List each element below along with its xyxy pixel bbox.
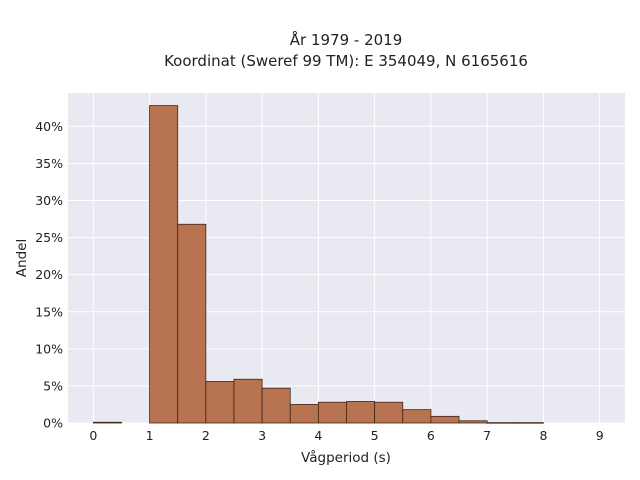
- x-tick-label-8: 8: [539, 428, 547, 443]
- y-tick-label-0: 0%: [43, 416, 63, 431]
- histogram-bar-0: [92, 421, 122, 424]
- x-tick-label-5: 5: [371, 428, 379, 443]
- y-tick-label-5: 25%: [35, 230, 63, 245]
- histogram-bar-14: [514, 422, 544, 424]
- y-tick-label-4: 20%: [35, 267, 63, 282]
- y-tick-label-3: 15%: [35, 304, 63, 319]
- y-tick-label-1: 5%: [43, 378, 63, 393]
- y-axis-ticks: 0% 5% 10% 15% 20% 25% 30% 35% 40%: [35, 119, 63, 431]
- histogram-bar-3: [205, 381, 235, 424]
- x-tick-label-0: 0: [89, 428, 97, 443]
- y-tick-label-6: 30%: [35, 193, 63, 208]
- x-axis-ticks: 0 1 2 3 4 5 6 7 8 9: [89, 428, 603, 443]
- histogram-bar-8: [346, 401, 376, 424]
- histogram-bar-2: [177, 223, 207, 424]
- histogram-bar-4: [233, 378, 263, 424]
- y-axis-label: Andel: [14, 239, 30, 277]
- x-axis-label: Vågperiod (s): [301, 449, 391, 466]
- histogram-bar-9: [374, 401, 404, 424]
- y-tick-label-2: 10%: [35, 341, 63, 356]
- histogram-bar-13: [486, 422, 516, 424]
- histogram-bar-10: [402, 409, 432, 424]
- chart-title-line-2: Koordinat (Sweref 99 TM): E 354049, N 61…: [164, 52, 528, 70]
- y-tick-label-7: 35%: [35, 156, 63, 171]
- histogram-bar-5: [261, 387, 291, 424]
- x-tick-label-7: 7: [483, 428, 491, 443]
- histogram-bar-11: [430, 415, 460, 424]
- histogram-bar-1: [149, 105, 179, 424]
- x-tick-label-6: 6: [427, 428, 435, 443]
- x-tick-label-9: 9: [596, 428, 604, 443]
- x-tick-label-1: 1: [146, 428, 154, 443]
- chart-title-line-1: År 1979 - 2019: [290, 30, 403, 49]
- x-tick-label-4: 4: [314, 428, 322, 443]
- histogram-bar-12: [458, 420, 488, 424]
- histogram-bars: [92, 105, 544, 424]
- histogram-bar-7: [317, 401, 347, 424]
- x-tick-label-3: 3: [258, 428, 266, 443]
- histogram-bar-6: [289, 404, 319, 424]
- x-tick-label-2: 2: [202, 428, 210, 443]
- y-tick-label-8: 40%: [35, 119, 63, 134]
